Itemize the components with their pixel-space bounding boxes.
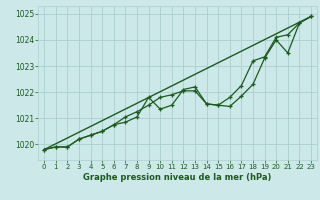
X-axis label: Graphe pression niveau de la mer (hPa): Graphe pression niveau de la mer (hPa) [84,173,272,182]
